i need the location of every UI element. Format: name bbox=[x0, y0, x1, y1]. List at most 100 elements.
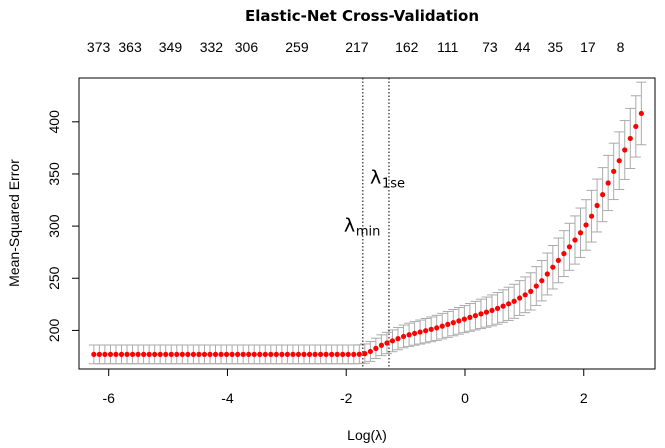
mse-point bbox=[190, 351, 196, 357]
mse-point bbox=[246, 351, 252, 357]
mse-point bbox=[312, 351, 318, 357]
mse-point bbox=[439, 323, 445, 329]
mse-point bbox=[450, 320, 456, 326]
mse-point bbox=[367, 348, 373, 355]
mse-point bbox=[290, 351, 296, 357]
mse-point bbox=[511, 298, 517, 304]
y-tick-label: 350 bbox=[46, 162, 62, 186]
mse-point bbox=[235, 351, 241, 357]
mse-point bbox=[218, 351, 224, 357]
y-tick-label: 300 bbox=[46, 214, 62, 238]
mse-point bbox=[317, 351, 324, 357]
x-tick-label: 0 bbox=[461, 390, 469, 406]
mse-point bbox=[600, 192, 606, 198]
mse-point bbox=[417, 329, 423, 335]
top-tick-label: 35 bbox=[547, 39, 563, 55]
mse-point bbox=[533, 283, 539, 289]
mse-point bbox=[583, 222, 589, 228]
mse-point bbox=[467, 314, 473, 320]
mse-point bbox=[622, 147, 628, 153]
mse-point bbox=[389, 338, 396, 344]
mse-point bbox=[605, 180, 611, 186]
mse-point bbox=[555, 257, 561, 264]
mse-point bbox=[616, 158, 622, 164]
mse-point bbox=[566, 244, 573, 250]
mse-point bbox=[157, 351, 163, 357]
mse-point bbox=[223, 351, 230, 357]
mse-point bbox=[301, 351, 307, 357]
x-axis-label: Log(λ) bbox=[347, 427, 387, 443]
mse-point bbox=[489, 307, 495, 313]
y-tick-label: 250 bbox=[46, 266, 62, 290]
top-tick-label: 217 bbox=[345, 39, 369, 55]
x-tick-label: -6 bbox=[102, 390, 115, 406]
top-tick-label: 373 bbox=[87, 39, 111, 55]
mse-point bbox=[179, 351, 185, 357]
mse-point bbox=[478, 311, 484, 317]
mse-point bbox=[229, 351, 235, 357]
errorbar-layer bbox=[88, 81, 647, 365]
x-tick-label: -2 bbox=[340, 390, 353, 406]
mse-point bbox=[384, 340, 390, 346]
mse-point bbox=[334, 351, 340, 357]
mse-point bbox=[257, 351, 263, 357]
x-axis: -6 -4 -2 0 2 bbox=[102, 368, 588, 406]
y-axis-label: Mean-Squared Error bbox=[6, 159, 22, 287]
mse-point bbox=[500, 303, 506, 309]
mse-point bbox=[174, 351, 180, 357]
mse-point bbox=[456, 318, 462, 324]
mse-point bbox=[461, 316, 467, 322]
mse-point bbox=[306, 351, 313, 357]
mse-point bbox=[146, 351, 152, 357]
point-layer bbox=[91, 110, 644, 357]
mse-point bbox=[544, 271, 550, 277]
top-tick-label: 73 bbox=[482, 39, 498, 55]
mse-point bbox=[141, 351, 147, 357]
top-tick-label: 8 bbox=[617, 39, 625, 55]
mse-point bbox=[406, 332, 412, 338]
mse-point bbox=[102, 351, 108, 357]
mse-point bbox=[472, 313, 479, 319]
mse-point bbox=[129, 351, 136, 357]
y-axis: 200 250 300 350 400 bbox=[46, 110, 80, 343]
mse-point bbox=[550, 264, 556, 270]
mse-point bbox=[207, 351, 213, 357]
top-axis: 373 363 349 332 306 259 217 162 111 73 44 35 17 8 bbox=[87, 39, 625, 55]
mse-point bbox=[91, 351, 97, 357]
mse-point bbox=[561, 251, 567, 257]
mse-point bbox=[329, 351, 335, 357]
mse-point bbox=[400, 333, 407, 340]
mse-point bbox=[268, 351, 274, 357]
mse-point bbox=[362, 351, 368, 357]
mse-point bbox=[483, 309, 490, 315]
mse-point bbox=[428, 326, 434, 332]
lambda-1se-symbol: λ bbox=[370, 166, 381, 188]
mse-point bbox=[577, 230, 584, 236]
top-tick-label: 363 bbox=[118, 39, 142, 55]
mse-point bbox=[434, 325, 440, 331]
mse-point bbox=[113, 351, 119, 357]
mse-point bbox=[251, 351, 257, 357]
mse-point bbox=[279, 351, 285, 357]
mse-point bbox=[273, 351, 279, 357]
mse-point bbox=[212, 351, 219, 357]
mse-point bbox=[107, 351, 114, 357]
mse-point bbox=[611, 168, 617, 174]
mse-point bbox=[356, 351, 362, 357]
mse-point bbox=[494, 305, 501, 311]
mse-point bbox=[96, 351, 102, 357]
mse-point bbox=[638, 110, 644, 117]
y-tick-label: 200 bbox=[46, 319, 62, 343]
mse-point bbox=[423, 328, 429, 334]
mse-point bbox=[588, 213, 595, 219]
mse-point bbox=[572, 237, 578, 243]
x-tick-label: 2 bbox=[580, 390, 588, 406]
mse-point bbox=[196, 351, 202, 357]
mse-point bbox=[517, 295, 523, 301]
mse-point bbox=[627, 135, 633, 142]
top-tick-label: 306 bbox=[235, 39, 259, 55]
lambda-min-symbol: λ bbox=[344, 214, 355, 236]
x-tick-label: -4 bbox=[221, 390, 234, 406]
mse-point bbox=[395, 336, 401, 342]
mse-point bbox=[284, 351, 291, 357]
